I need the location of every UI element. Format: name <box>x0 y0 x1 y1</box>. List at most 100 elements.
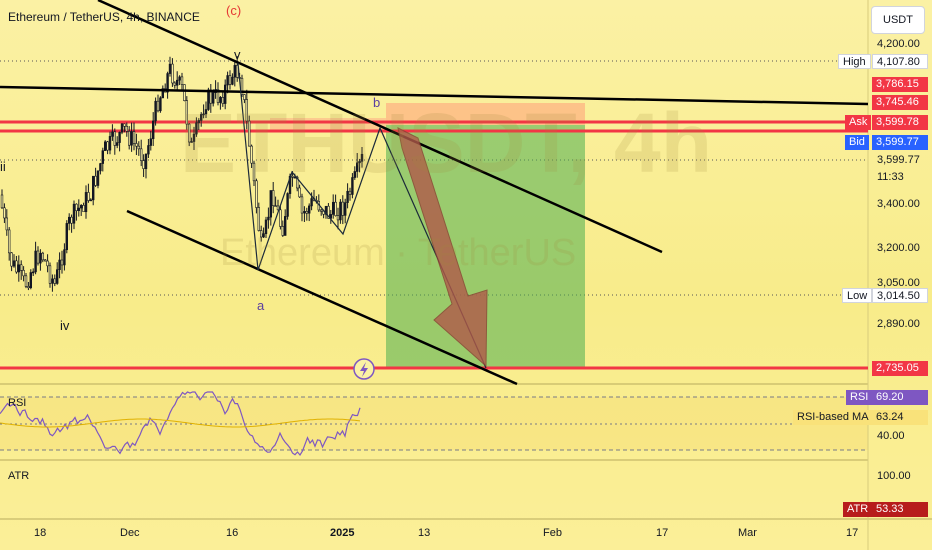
bid-value: 3,599.77 <box>872 135 928 150</box>
candle-body <box>353 171 356 178</box>
candle-body <box>233 65 236 78</box>
candle-body <box>46 260 49 267</box>
candle-body <box>358 161 361 164</box>
candle-body <box>75 203 78 212</box>
candle-body <box>130 131 133 146</box>
candle-body <box>303 211 306 214</box>
candle-body <box>84 192 88 213</box>
candle-body <box>140 148 143 161</box>
candle-body <box>72 203 76 224</box>
candle-body <box>27 286 30 289</box>
candle-body <box>355 162 359 172</box>
candle-body <box>19 264 23 271</box>
candle-body <box>106 141 109 151</box>
symbol-title[interactable]: Ethereum / TetherUS, 4h, BINANCE <box>8 10 200 24</box>
candle-body <box>269 190 272 218</box>
candle-body <box>55 269 59 284</box>
bid-tag: Bid <box>845 135 869 150</box>
candle-body <box>166 73 169 93</box>
wave-label-v: v <box>234 47 241 62</box>
candle-body <box>180 76 184 85</box>
high-value: 4,107.80 <box>872 54 928 69</box>
candle-body <box>34 250 37 273</box>
candle-body <box>82 205 85 213</box>
candle-body <box>190 141 193 143</box>
candle-body <box>68 216 71 224</box>
rsi-pane-label[interactable]: RSI <box>8 397 27 409</box>
high-tag: High <box>838 54 871 69</box>
candle-body <box>77 207 81 212</box>
candle-body <box>3 207 6 219</box>
candle-body <box>87 192 90 201</box>
candle-body <box>248 120 251 147</box>
candle-body <box>245 99 248 122</box>
candle-body <box>15 260 18 273</box>
candle-body <box>360 153 364 162</box>
time-tick: Feb <box>543 527 562 539</box>
candle-body <box>70 216 73 224</box>
candle-body <box>195 122 198 135</box>
projection-arrow <box>397 127 488 368</box>
candle-body <box>96 170 100 186</box>
watermark-name: Ethereum · TetherUS <box>220 232 577 274</box>
rsi-ma-tag: RSI-based MA <box>793 410 873 425</box>
candle-body <box>348 190 352 195</box>
wave-label-c: (c) <box>226 3 242 18</box>
candle-body <box>113 131 117 146</box>
wave-label-iv: iv <box>60 318 70 333</box>
atr-value: 53.33 <box>872 502 928 517</box>
upper-channel-trendline[interactable] <box>97 0 663 254</box>
candle-body <box>281 226 284 236</box>
candle-body <box>60 259 64 266</box>
candle-body <box>264 219 268 234</box>
target-level-label: 2,735.05 <box>872 361 928 376</box>
rsi-line <box>0 391 361 457</box>
candle-body <box>271 190 275 206</box>
time-tick: 18 <box>34 527 47 539</box>
currency-button[interactable]: USDT <box>871 6 925 34</box>
candle-body <box>185 100 188 125</box>
candle-body <box>259 230 263 238</box>
candle-body <box>240 77 244 95</box>
atr-tick: 100.00 <box>877 470 911 482</box>
price-tick: 3,400.00 <box>877 198 920 210</box>
candle-body <box>101 150 105 164</box>
candle-body <box>149 138 152 146</box>
candle-body <box>63 249 66 266</box>
lower-channel-trendline[interactable] <box>126 209 518 386</box>
rsi-tag: RSI <box>846 390 873 405</box>
wave-label-b: b <box>373 95 381 110</box>
candle-body <box>221 97 224 104</box>
candle-body <box>53 278 57 284</box>
candle-body <box>200 114 203 121</box>
candle-body <box>346 190 349 203</box>
watermark-symbol: ETHUSDT, 4h <box>180 96 713 190</box>
candle-body <box>142 160 145 169</box>
candle-body <box>279 209 282 227</box>
candle-body <box>276 205 280 211</box>
candle-body <box>94 175 97 186</box>
level-label-mid: 3,745.46 <box>872 95 928 110</box>
candle-body <box>152 120 155 140</box>
ask-value: 3,599.78 <box>872 115 928 130</box>
candle-body <box>171 63 174 84</box>
candle-body <box>212 92 215 104</box>
candle-body <box>204 109 208 115</box>
candle-body <box>231 76 234 85</box>
candle-body <box>197 120 200 124</box>
candle-body <box>319 209 323 212</box>
candle-body <box>24 275 28 287</box>
candle-body <box>228 75 232 85</box>
candle-body <box>168 63 172 74</box>
candle-body <box>125 125 129 132</box>
horizontal-resistance-trendline[interactable] <box>0 85 869 106</box>
candle-body <box>5 217 9 231</box>
candle-body <box>31 271 35 274</box>
price-tick: 4,200.00 <box>877 38 920 50</box>
atr-pane-label[interactable]: ATR <box>8 470 30 482</box>
time-tick: 17 <box>846 527 859 539</box>
candle-body <box>305 211 308 214</box>
stop-zone <box>386 103 585 125</box>
candle-body <box>147 145 150 155</box>
